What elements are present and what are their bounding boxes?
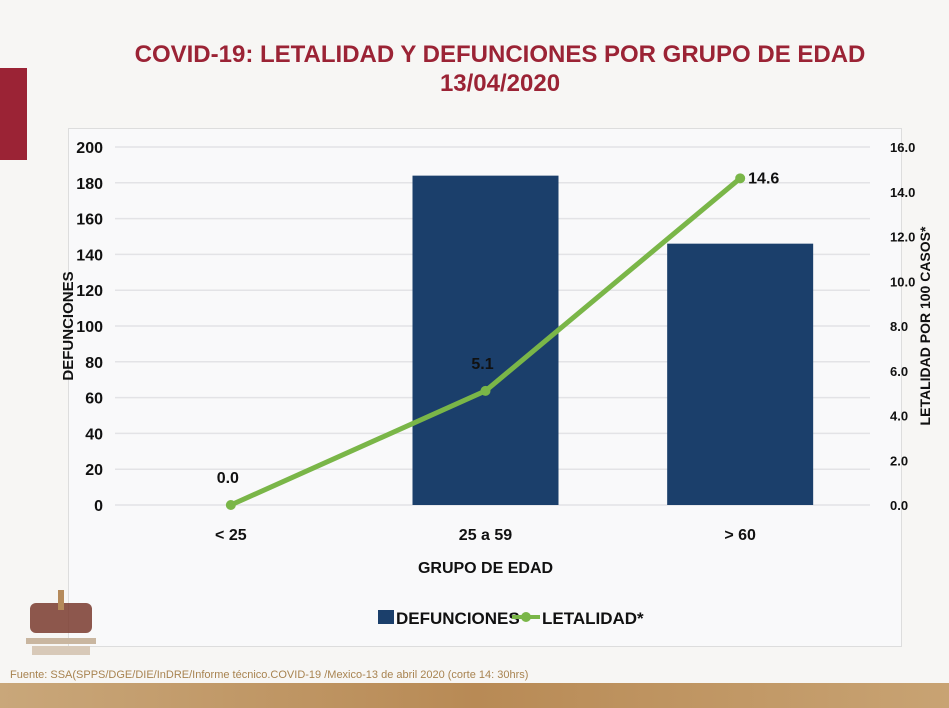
x-tick-label: < 25 bbox=[215, 527, 247, 544]
title-line1: COVID-19: LETALIDAD Y DEFUNCIONES POR GR… bbox=[134, 41, 866, 68]
y2-tick-label: 6.0 bbox=[890, 364, 908, 379]
source-note: Fuente: SSA(SPPS/DGE/DIE/InDRE/Informe t… bbox=[10, 669, 529, 681]
x-tick-label: 25 a 59 bbox=[459, 527, 512, 544]
y2-axis-title: LETALIDAD POR 100 CASOS* bbox=[917, 226, 933, 425]
y2-tick-label: 16.0 bbox=[890, 140, 915, 155]
y-tick-label: 200 bbox=[76, 140, 103, 157]
accent-bar bbox=[0, 68, 27, 160]
y-tick-label: 80 bbox=[85, 355, 103, 372]
y-tick-label: 100 bbox=[76, 319, 103, 336]
y-tick-label: 60 bbox=[85, 391, 103, 408]
point-letalidad bbox=[225, 500, 236, 510]
y-axis-title: DEFUNCIONES bbox=[60, 271, 77, 380]
footer-bar bbox=[0, 683, 949, 708]
page-title: COVID-19: LETALIDAD Y DEFUNCIONES POR GR… bbox=[60, 40, 940, 98]
government-logo bbox=[26, 590, 96, 655]
point-letalidad bbox=[480, 385, 491, 396]
y2-tick-label: 8.0 bbox=[890, 319, 908, 334]
y2-tick-label: 10.0 bbox=[890, 274, 915, 289]
y2-tick-label: 0.0 bbox=[890, 498, 908, 513]
legend-label-letalidad: LETALIDAD* bbox=[542, 609, 644, 628]
point-letalidad bbox=[735, 173, 746, 184]
y2-tick-label: 14.0 bbox=[890, 185, 915, 200]
y-tick-label: 0 bbox=[94, 498, 103, 515]
y-tick-label: 20 bbox=[85, 462, 103, 479]
legend-marker-letalidad bbox=[521, 612, 531, 622]
data-label: 14.6 bbox=[748, 170, 779, 187]
y-tick-label: 120 bbox=[76, 283, 103, 300]
y2-tick-label: 12.0 bbox=[890, 230, 915, 245]
y2-tick-label: 2.0 bbox=[890, 453, 908, 468]
x-axis-title: GRUPO DE EDAD bbox=[418, 560, 553, 577]
title-date: 13/04/2020 bbox=[439, 70, 561, 97]
y2-tick-label: 4.0 bbox=[890, 409, 908, 424]
bar-defunciones bbox=[667, 243, 814, 505]
x-tick-label: > 60 bbox=[724, 527, 756, 544]
y-tick-label: 160 bbox=[76, 212, 103, 229]
data-label: 0.0 bbox=[217, 470, 239, 487]
legend-swatch-defunciones bbox=[378, 610, 394, 624]
data-label: 5.1 bbox=[471, 356, 493, 373]
y-tick-label: 40 bbox=[85, 426, 103, 443]
y-tick-label: 180 bbox=[76, 176, 103, 193]
bar-defunciones bbox=[412, 175, 559, 505]
legend-label-defunciones: DEFUNCIONES bbox=[396, 609, 520, 628]
y-tick-label: 140 bbox=[76, 247, 103, 264]
